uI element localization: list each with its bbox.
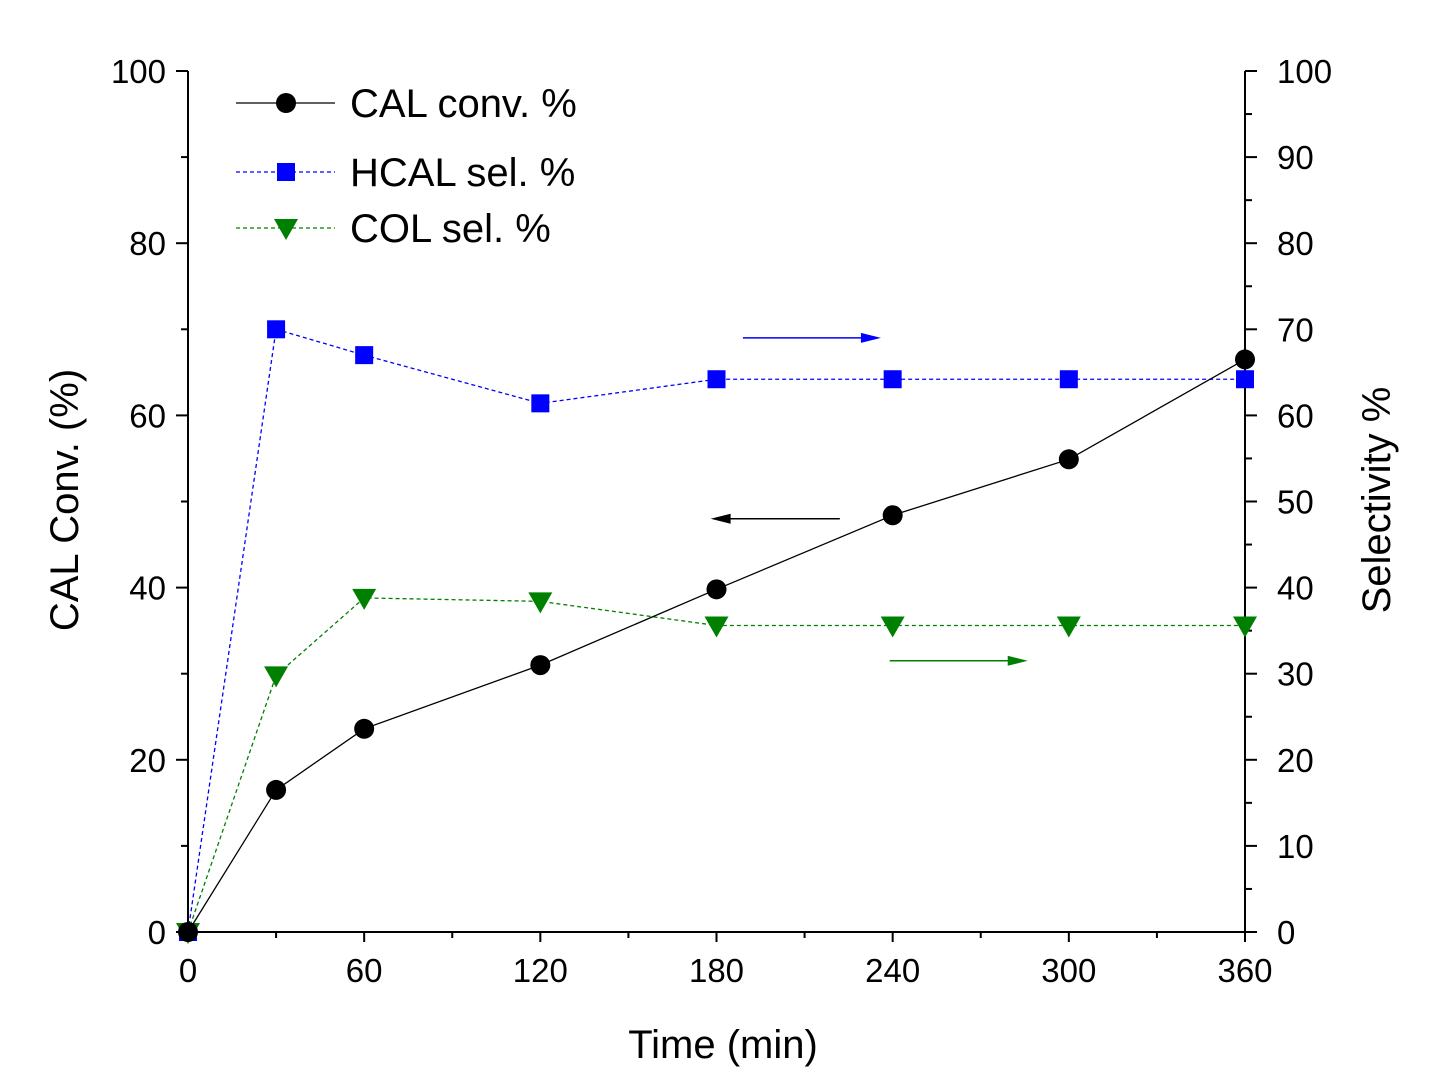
x-tick-label: 360	[1217, 952, 1272, 989]
data-point	[707, 370, 726, 389]
x-tick-label: 180	[689, 952, 744, 989]
data-point	[264, 666, 289, 688]
data-point	[1058, 449, 1079, 470]
annotation-arrow-head	[710, 513, 731, 524]
y-axis-left-title: CAL Conv. (%)	[43, 369, 87, 631]
axes: 0 60 120 180 240 300 3600204060801000102030405…	[111, 53, 1332, 989]
y-right-tick-label: 50	[1277, 484, 1314, 521]
data-point	[531, 394, 550, 413]
data-point	[352, 588, 377, 610]
y-right-tick-label: 80	[1277, 225, 1314, 262]
data-point	[1056, 616, 1081, 638]
legend-label: COL sel. %	[350, 207, 551, 251]
y-left-tick-label: 20	[129, 742, 166, 779]
x-tick-label: 60	[346, 952, 383, 989]
data-point	[530, 655, 551, 676]
legend-marker	[276, 93, 296, 113]
y-right-tick-label: 0	[1277, 914, 1295, 951]
y-left-tick-label: 100	[111, 53, 166, 90]
legend: CAL conv. % HCAL sel. % COL sel. %	[236, 82, 577, 251]
legend-label: CAL conv. %	[350, 82, 577, 126]
data-point	[266, 779, 287, 800]
data-point	[883, 370, 902, 389]
legend-marker	[277, 163, 295, 181]
x-tick-label: 240	[865, 952, 920, 989]
series-col-sel	[176, 588, 1257, 944]
data-point	[528, 592, 553, 614]
data-point	[1233, 616, 1257, 638]
data-point	[354, 718, 375, 739]
data-point	[267, 320, 286, 339]
y-right-tick-label: 70	[1277, 311, 1314, 348]
x-tick-label: 120	[513, 952, 568, 989]
x-tick-label: 300	[1041, 952, 1096, 989]
annotation-arrow-head	[1007, 655, 1028, 666]
y-left-tick-label: 60	[129, 397, 166, 434]
annotation-arrow-head	[860, 332, 881, 343]
y-left-tick-label: 80	[129, 225, 166, 262]
x-axis-title: Time (min)	[628, 1023, 818, 1067]
data-point	[178, 922, 198, 942]
series-line	[187, 597, 1245, 933]
y-left-tick-label: 0	[148, 914, 166, 951]
series-line	[187, 358, 1246, 933]
x-tick-label: 0	[179, 952, 197, 989]
y-left-tick-label: 40	[129, 570, 166, 607]
annotation-arrows	[710, 332, 1028, 666]
y-right-tick-label: 60	[1277, 397, 1314, 434]
legend-marker	[274, 219, 298, 240]
y-right-tick-label: 10	[1277, 828, 1314, 865]
data-point	[1059, 370, 1078, 389]
data-point	[706, 579, 727, 600]
y-right-tick-label: 30	[1277, 656, 1314, 693]
y-axis-right-title: Selectivity %	[1355, 387, 1399, 614]
data-point	[1236, 370, 1254, 389]
series-layer	[176, 320, 1257, 944]
y-right-tick-label: 20	[1277, 742, 1314, 779]
data-point	[704, 616, 729, 638]
y-right-tick-label: 40	[1277, 570, 1314, 607]
data-point	[1235, 349, 1255, 370]
y-right-tick-label: 90	[1277, 139, 1314, 176]
series-line	[187, 328, 1245, 933]
data-point	[880, 616, 905, 638]
data-point	[882, 505, 903, 526]
data-point	[355, 346, 374, 365]
series-cal-conv	[178, 349, 1255, 942]
y-right-tick-label: 100	[1277, 53, 1332, 90]
legend-label: HCAL sel. %	[350, 151, 575, 195]
